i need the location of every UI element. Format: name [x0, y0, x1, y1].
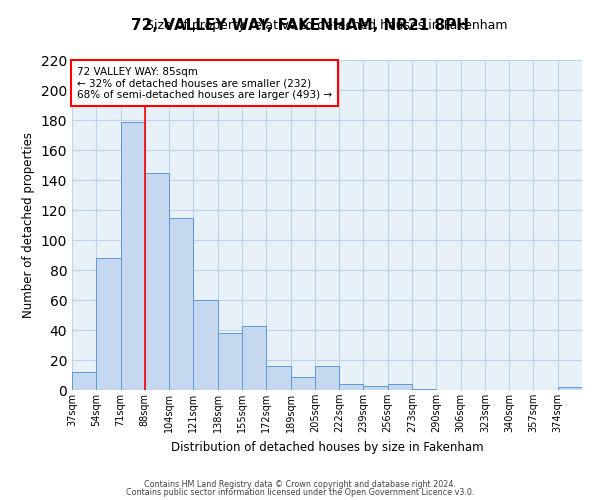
Bar: [558, 387, 582, 390]
Bar: [72, 372, 96, 390]
Text: 72 VALLEY WAY: 85sqm
← 32% of detached houses are smaller (232)
68% of semi-deta: 72 VALLEY WAY: 85sqm ← 32% of detached h…: [77, 66, 332, 100]
Bar: [145, 172, 169, 390]
Bar: [121, 122, 145, 390]
Y-axis label: Number of detached properties: Number of detached properties: [22, 132, 35, 318]
X-axis label: Distribution of detached houses by size in Fakenham: Distribution of detached houses by size …: [170, 440, 484, 454]
Title: Size of property relative to detached houses in Fakenham: Size of property relative to detached ho…: [146, 20, 508, 32]
Text: Contains public sector information licensed under the Open Government Licence v3: Contains public sector information licen…: [126, 488, 474, 497]
Bar: [388, 384, 412, 390]
Bar: [315, 366, 339, 390]
Bar: [339, 384, 364, 390]
Bar: [193, 300, 218, 390]
Bar: [242, 326, 266, 390]
Bar: [290, 376, 315, 390]
Bar: [364, 386, 388, 390]
Bar: [412, 388, 436, 390]
Bar: [266, 366, 290, 390]
Bar: [169, 218, 193, 390]
Text: Contains HM Land Registry data © Crown copyright and database right 2024.: Contains HM Land Registry data © Crown c…: [144, 480, 456, 489]
Bar: [96, 258, 121, 390]
Bar: [218, 333, 242, 390]
Text: 72, VALLEY WAY, FAKENHAM, NR21 8PH: 72, VALLEY WAY, FAKENHAM, NR21 8PH: [131, 18, 469, 32]
